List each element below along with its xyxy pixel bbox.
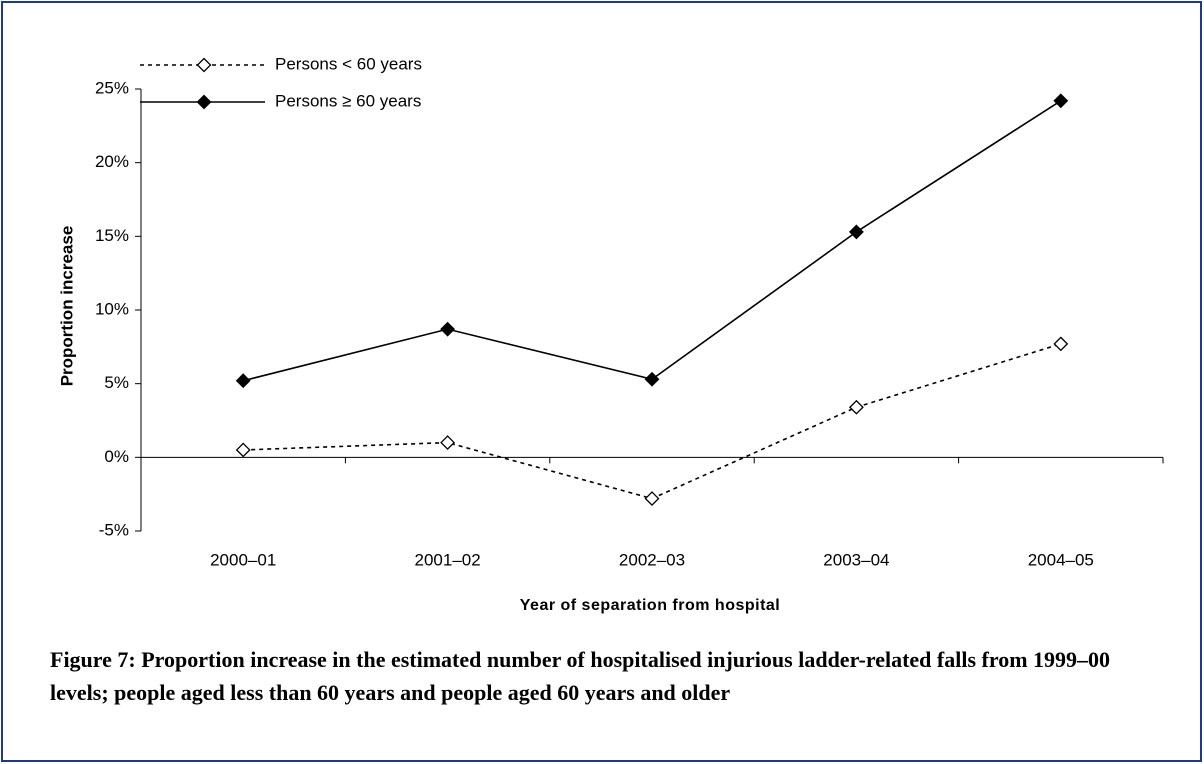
series-line xyxy=(243,100,1062,382)
x-tick-label: 2001–02 xyxy=(415,550,481,569)
y-tick-label: 5% xyxy=(104,373,129,392)
point-marker xyxy=(848,224,864,240)
legend-label: Persons < 60 years xyxy=(275,54,422,73)
point-marker xyxy=(235,373,251,389)
legend-marker xyxy=(196,94,212,110)
point-marker xyxy=(644,371,660,387)
x-axis-label: Year of separation from hospital xyxy=(520,597,781,614)
x-tick-label: 2003–04 xyxy=(823,550,889,569)
x-tick-label: 2000–01 xyxy=(210,550,276,569)
point-marker xyxy=(848,399,864,415)
point-marker xyxy=(440,435,456,451)
y-tick-label: 10% xyxy=(95,299,129,318)
y-tick-label: -5% xyxy=(99,520,129,539)
y-tick-label: 25% xyxy=(95,78,129,97)
y-tick-label: 20% xyxy=(95,152,129,171)
y-axis-label: Proportion increase xyxy=(57,226,76,387)
x-tick-label: 2002–03 xyxy=(619,550,685,569)
series-line xyxy=(243,343,1062,500)
point-marker xyxy=(440,321,456,337)
point-marker xyxy=(1053,93,1069,109)
legend-label: Persons ≥ 60 years xyxy=(275,91,421,110)
point-marker xyxy=(1053,336,1069,352)
y-tick-label: 15% xyxy=(95,226,129,245)
figure-caption: Figure 7: Proportion increase in the est… xyxy=(50,647,1111,705)
point-marker xyxy=(644,491,660,507)
point-marker xyxy=(235,442,251,458)
y-tick-label: 0% xyxy=(104,447,129,466)
x-tick-label: 2004–05 xyxy=(1028,550,1094,569)
legend-marker xyxy=(196,57,212,73)
